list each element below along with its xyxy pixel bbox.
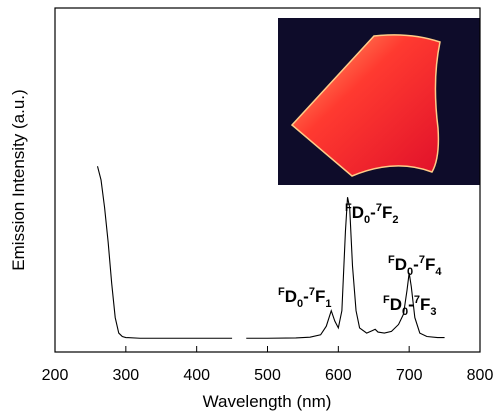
annotation-part: 2: [392, 214, 398, 226]
annotation-part: D: [285, 287, 297, 306]
annotation-part: D: [352, 203, 364, 222]
x-tick-label: 200: [42, 367, 69, 384]
annotation-part: F: [383, 294, 390, 306]
x-tick-label: 800: [467, 367, 494, 384]
annotation-part: 0: [407, 266, 413, 278]
peak-annotation: FD0-7F4: [388, 254, 442, 278]
annotation-part: D: [395, 255, 407, 274]
y-axis-label: Emission Intensity (a.u.): [9, 89, 28, 270]
annotation-part: 0: [297, 298, 303, 310]
annotation-part: F: [420, 295, 430, 314]
annotation-part: F: [345, 202, 352, 214]
annotation-part: -: [408, 295, 414, 314]
annotation-part: F: [388, 254, 395, 266]
annotation-part: -: [413, 255, 419, 274]
peak-annotation: FD0-7F3: [383, 294, 436, 318]
x-tick-label: 600: [325, 367, 352, 384]
annotation-part: F: [425, 255, 435, 274]
annotation-part: 7: [419, 254, 425, 266]
peak-annotation: FD0-7F2: [345, 202, 398, 226]
annotation-part: F: [278, 286, 285, 298]
annotation-part: 1: [325, 298, 331, 310]
x-axis-label: Wavelength (nm): [203, 392, 332, 411]
annotation-part: D: [390, 295, 402, 314]
annotation-part: 0: [364, 214, 370, 226]
annotation-part: 7: [414, 294, 420, 306]
annotation-part: 4: [435, 266, 442, 278]
inset-photo: [278, 18, 480, 185]
x-tick-label: 300: [112, 367, 139, 384]
annotation-part: 7: [309, 286, 315, 298]
annotation-part: F: [382, 203, 392, 222]
spectrum-line: [96, 166, 445, 339]
annotation-part: 7: [376, 202, 382, 214]
peak-annotation: FD0-7F1: [278, 286, 331, 310]
annotation-part: 3: [430, 306, 436, 318]
x-tick-label: 400: [183, 367, 210, 384]
annotation-part: -: [370, 203, 376, 222]
annotation-part: -: [303, 287, 309, 306]
x-tick-label: 500: [254, 367, 281, 384]
annotation-part: F: [315, 287, 325, 306]
x-tick-label: 700: [396, 367, 423, 384]
annotation-part: 0: [402, 306, 408, 318]
